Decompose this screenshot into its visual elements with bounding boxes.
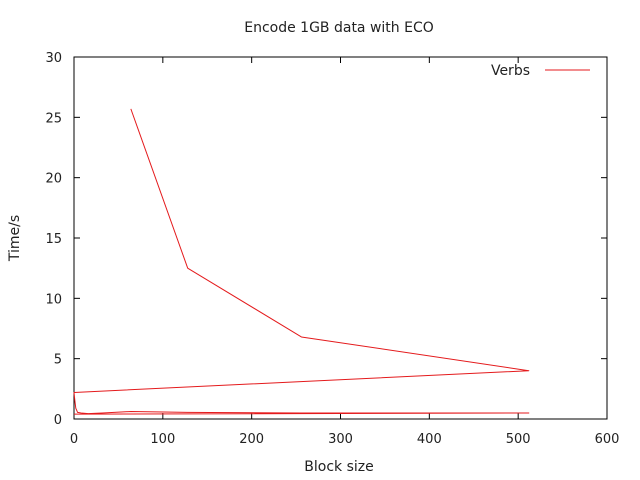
x-tick-label: 100 — [150, 432, 175, 447]
ticks: 0 100 200 300 400 500 600 0 5 10 15 20 25 30 — [45, 51, 619, 447]
y-tick-label: 10 — [45, 292, 62, 307]
x-axis-label: Block size — [304, 459, 373, 475]
y-tick-label: 0 — [54, 413, 62, 428]
x-tick-label: 400 — [417, 432, 442, 447]
x-tick-label: 0 — [70, 432, 78, 447]
plot-frame — [73, 56, 608, 420]
legend: Verbs — [491, 63, 590, 79]
series-line-verbs — [73, 108, 530, 415]
x-tick-label: 200 — [239, 432, 264, 447]
y-axis-label: Time/s — [7, 215, 23, 262]
x-tick-label: 500 — [506, 432, 531, 447]
y-tick-label: 15 — [45, 232, 62, 247]
y-tick-label: 30 — [45, 51, 62, 66]
y-tick-label: 20 — [45, 172, 62, 187]
axes — [73, 56, 608, 420]
legend-label-verbs: Verbs — [491, 63, 530, 79]
x-tick-label: 300 — [328, 432, 353, 447]
series-layer — [73, 108, 530, 415]
y-tick-label: 5 — [54, 353, 62, 368]
chart-title: Encode 1GB data with ECO — [244, 20, 434, 36]
x-tick-label: 600 — [595, 432, 620, 447]
y-tick-label: 25 — [45, 111, 62, 126]
